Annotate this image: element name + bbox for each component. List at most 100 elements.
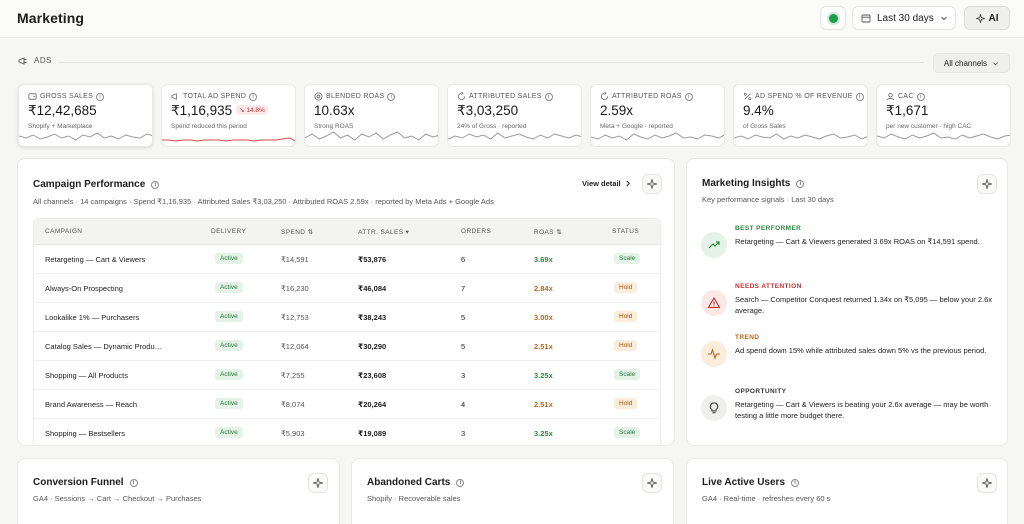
campaign-table: CAMPAIGN DELIVERY SPEND ⇅ ATTR. SALES ▾ … xyxy=(33,218,661,445)
marketing-insights-card: Marketing Insights i Key performance sig… xyxy=(686,158,1008,446)
channel-filter-select[interactable]: All channels xyxy=(933,53,1010,73)
ads-section-label: ADS xyxy=(34,56,52,65)
pulse-icon xyxy=(701,341,727,367)
info-icon[interactable]: i xyxy=(796,179,805,188)
col-orders[interactable]: ORDERS xyxy=(461,228,492,235)
info-icon[interactable]: i xyxy=(96,92,105,101)
info-icon[interactable]: i xyxy=(151,180,160,189)
info-icon[interactable]: i xyxy=(249,92,258,101)
col-delivery[interactable]: DELIVERY xyxy=(211,228,247,235)
roas-cell: 3.25x xyxy=(534,429,553,438)
roas-cell: 2.51x xyxy=(534,342,553,351)
status-dot-icon xyxy=(829,14,838,23)
spend-cell: ₹5,903 xyxy=(281,429,305,438)
megaphone-icon xyxy=(171,93,177,100)
kpi-value: 9.4% xyxy=(743,103,774,118)
view-detail-link[interactable]: View detail xyxy=(582,179,631,188)
top-bar: Marketing Last 30 days AI xyxy=(0,0,1024,38)
insight-item: TREND Ad spend down 15% while attributed … xyxy=(701,334,1001,384)
kpi-subtext: 24% of Gross · reported xyxy=(457,123,527,130)
kpi-card[interactable]: ATTRIBUTED SALES i ₹3,03,250 24% of Gross ·… xyxy=(447,84,582,147)
col-roas[interactable]: ROAS ⇅ xyxy=(534,229,563,236)
orders-cell: 3 xyxy=(461,429,466,438)
insight-item: NEEDS ATTENTION Search — Competitor Conqu… xyxy=(701,283,1001,333)
kpi-card[interactable]: TOTAL AD SPEND i ₹1,16,935 ↘ 14.8% Spend red… xyxy=(161,84,296,147)
live-users-card: Live Active Users i GA4 · Real-time · re… xyxy=(686,458,1008,524)
table-row[interactable]: Always-On Prospecting Active ₹16,230 ₹46,08… xyxy=(34,274,660,303)
campaign-name[interactable]: Shopping — All Products xyxy=(45,371,128,380)
ai-button[interactable]: AI xyxy=(964,6,1010,30)
info-icon[interactable]: i xyxy=(544,92,553,101)
kpi-card[interactable]: ATTRIBUTED ROAS i 2.59x Meta + Google · rep… xyxy=(590,84,725,147)
insight-kicker: NEEDS ATTENTION xyxy=(735,283,802,290)
campaign-name[interactable]: Catalog Sales — Dynamic Produ… xyxy=(45,342,163,351)
info-icon[interactable]: i xyxy=(129,478,138,487)
info-icon[interactable]: i xyxy=(791,478,800,487)
col-campaign[interactable]: CAMPAIGN xyxy=(45,228,83,235)
table-row[interactable]: Lookalike 1% — Purchasers Active ₹12,753 ₹3… xyxy=(34,303,660,332)
campaign-name[interactable]: Always-On Prospecting xyxy=(45,284,123,293)
kpi-label-text: ATTRIBUTED ROAS xyxy=(612,93,682,100)
date-range-select[interactable]: Last 30 days xyxy=(852,6,956,30)
spend-cell: ₹12,064 xyxy=(281,342,309,351)
campaign-name[interactable]: Retargeting — Cart & Viewers xyxy=(45,255,146,264)
info-icon[interactable]: i xyxy=(684,92,693,101)
info-icon[interactable]: i xyxy=(916,92,925,101)
table-row[interactable]: Shopping — All Products Active ₹7,255 ₹23,6… xyxy=(34,361,660,390)
card-title-text: Live Active Users xyxy=(702,477,786,488)
info-icon[interactable]: i xyxy=(456,478,465,487)
cycle-icon xyxy=(457,92,466,101)
kpi-value-text: 10.63x xyxy=(314,103,355,118)
insight-text: Ad spend down 15% while attributed sales… xyxy=(735,346,987,355)
insight-kicker: BEST PERFORMER xyxy=(735,225,802,232)
info-icon[interactable]: i xyxy=(387,92,396,101)
calendar-icon xyxy=(861,14,871,23)
attr-sales-cell: ₹23,608 xyxy=(358,371,387,380)
kpi-sparkline xyxy=(877,132,1010,140)
kpi-sparkline xyxy=(19,132,152,141)
kpi-sparkline xyxy=(734,133,867,140)
attr-sales-cell: ₹38,243 xyxy=(358,313,387,322)
campaign-name[interactable]: Shopping — Bestsellers xyxy=(45,429,126,438)
orders-cell: 7 xyxy=(461,284,466,293)
orders-cell: 6 xyxy=(461,255,466,264)
kpi-card[interactable]: AD SPEND % OF REVENUE i 9.4% of Gross Sales xyxy=(733,84,868,147)
table-row[interactable]: Catalog Sales — Dynamic Produ… Active ₹12,… xyxy=(34,332,660,361)
chevron-down-icon xyxy=(993,61,999,65)
ai-button-label: AI xyxy=(988,12,999,24)
col-spend[interactable]: SPEND ⇅ xyxy=(281,229,314,236)
kpi-card[interactable]: GROSS SALES i ₹12,42,685 Shopify + Marketpl… xyxy=(18,84,153,147)
ai-sparkle-button[interactable] xyxy=(642,174,662,194)
connection-status-button[interactable] xyxy=(820,6,846,30)
section-divider xyxy=(58,62,924,63)
table-row[interactable]: Shopping — Bestsellers Active ₹5,903 ₹19,08… xyxy=(34,419,660,445)
sparkle-icon xyxy=(647,478,657,488)
kpi-card[interactable]: BLENDED ROAS i 10.63x Strong ROAS xyxy=(304,84,439,147)
abandoned-carts-card: Abandoned Carts i Shopify · Recoverable … xyxy=(351,458,674,524)
status-badge: Hold xyxy=(614,398,638,409)
table-header: CAMPAIGN DELIVERY SPEND ⇅ ATTR. SALES ▾ … xyxy=(34,219,660,245)
ai-sparkle-button[interactable] xyxy=(977,174,997,194)
col-attr-sales[interactable]: ATTR. SALES ▾ xyxy=(358,229,410,236)
kpi-value: ₹12,42,685 xyxy=(28,103,97,119)
col-status[interactable]: STATUS xyxy=(612,228,640,235)
ai-sparkle-button[interactable] xyxy=(977,473,997,493)
campaign-name[interactable]: Brand Awareness — Reach xyxy=(45,400,137,409)
delivery-badge: Active xyxy=(215,253,243,264)
spend-cell: ₹8,074 xyxy=(281,400,305,409)
delivery-badge: Active xyxy=(215,398,243,409)
kpi-label: GROSS SALES i xyxy=(28,92,105,101)
conversion-funnel-card: Conversion Funnel i GA4 · Sessions → Car… xyxy=(17,458,340,524)
insight-item: BEST PERFORMER Retargeting — Cart & Viewe… xyxy=(701,225,1001,275)
kpi-card[interactable]: CAC i ₹1,671 per new customer · high CAC xyxy=(876,84,1011,147)
campaign-name[interactable]: Lookalike 1% — Purchasers xyxy=(45,313,140,322)
ai-sparkle-button[interactable] xyxy=(642,473,662,493)
funnel-title: Conversion Funnel i xyxy=(33,477,138,488)
table-row[interactable]: Retargeting — Cart & Viewers Active ₹14,59… xyxy=(34,245,660,274)
roas-cell: 2.51x xyxy=(534,400,553,409)
info-icon[interactable]: i xyxy=(855,92,864,101)
table-row[interactable]: Brand Awareness — Reach Active ₹8,074 ₹20,2… xyxy=(34,390,660,419)
status-badge: Scale xyxy=(614,253,641,264)
kpi-label: AD SPEND % OF REVENUE i xyxy=(743,92,864,101)
ai-sparkle-button[interactable] xyxy=(308,473,328,493)
